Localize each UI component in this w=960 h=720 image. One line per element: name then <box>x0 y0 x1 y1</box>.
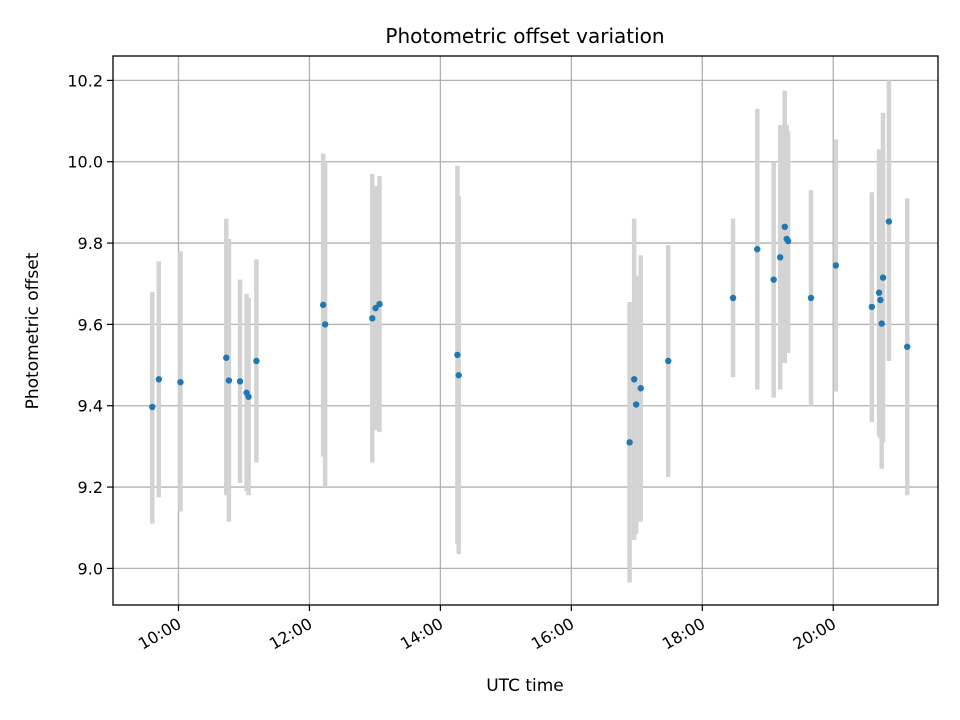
y-tick-label: 9.4 <box>78 397 103 416</box>
y-tick-label: 10.0 <box>67 153 103 172</box>
data-point <box>455 372 462 379</box>
grid-lines <box>113 56 938 605</box>
data-point <box>632 401 640 408</box>
data-point <box>626 439 633 446</box>
data-point <box>177 378 184 386</box>
data-point <box>225 377 233 384</box>
data-point <box>149 403 156 411</box>
data-point <box>223 354 230 361</box>
data-point <box>321 321 329 328</box>
chart-title: Photometric offset variation <box>385 24 664 48</box>
data-point <box>369 315 376 322</box>
y-axis-label: Photometric offset <box>23 252 43 409</box>
data-point <box>877 296 884 304</box>
y-tick-label: 10.2 <box>67 71 103 90</box>
y-tick-label: 9.2 <box>78 478 103 497</box>
data-point <box>630 376 638 383</box>
data-point <box>236 378 244 385</box>
data-point <box>781 223 788 230</box>
data-point <box>868 303 876 311</box>
data-point <box>832 262 840 269</box>
data-point <box>754 245 761 253</box>
y-axis-ticks: 9.0 9.2 9.4 9.6 9.8 10.0 10.2 <box>67 71 113 578</box>
plot-frame <box>112 55 939 606</box>
data-point <box>245 393 252 400</box>
data-point <box>904 343 911 350</box>
data-point <box>372 304 379 312</box>
data-point <box>454 351 461 359</box>
data-point <box>319 301 327 309</box>
data-point <box>879 274 887 281</box>
data-point <box>875 289 883 296</box>
y-tick-label: 9.0 <box>78 559 103 578</box>
data-point <box>665 357 672 365</box>
x-axis-label: UTC time <box>486 676 564 696</box>
data-point <box>637 385 644 392</box>
data-point <box>253 357 260 365</box>
data-points <box>149 218 911 446</box>
data-point <box>777 254 784 261</box>
y-tick-label: 9.8 <box>78 234 103 253</box>
data-point <box>807 294 815 302</box>
data-point <box>155 376 163 383</box>
data-point <box>784 237 792 245</box>
data-point <box>878 320 885 327</box>
y-tick-label: 9.6 <box>78 315 103 334</box>
data-point <box>885 218 893 225</box>
data-point <box>729 294 737 302</box>
data-point <box>376 300 383 308</box>
data-point <box>770 276 777 283</box>
